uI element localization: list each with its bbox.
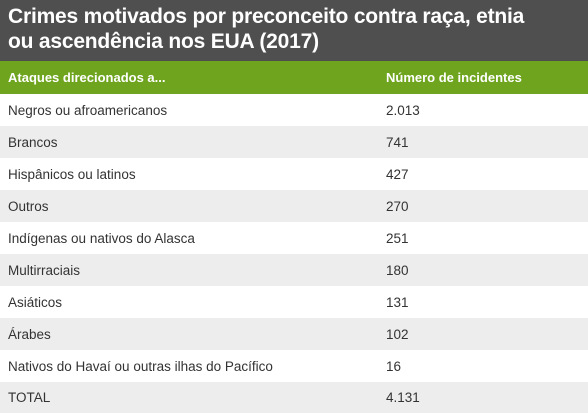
chart-title-line-1: Crimes motivados por preconceito contra … — [8, 5, 525, 28]
row-value: 427 — [386, 166, 409, 182]
table-header-row: Ataques direcionados a... Número de inci… — [0, 61, 588, 94]
total-value: 4.131 — [386, 390, 420, 405]
row-label: Multirraciais — [8, 262, 81, 278]
row-value: 2.013 — [386, 102, 420, 118]
table-row: Indígenas ou nativos do Alasca 251 — [0, 222, 588, 254]
incidents-table: Ataques direcionados a... Número de inci… — [0, 61, 588, 413]
row-value: 251 — [386, 230, 409, 246]
row-value: 102 — [386, 326, 409, 342]
chart-title: Crimes motivados por preconceito contra … — [0, 0, 588, 61]
chart-title-line-2: ou ascendência nos EUA (2017) — [8, 30, 319, 53]
row-label: Hispânicos ou latinos — [8, 166, 136, 182]
table-row: Multirraciais 180 — [0, 254, 588, 286]
table-body: Negros ou afroamericanos 2.013 Brancos 7… — [0, 94, 588, 413]
row-label: Outros — [8, 198, 49, 214]
row-label: Brancos — [8, 134, 58, 150]
table-row: Negros ou afroamericanos 2.013 — [0, 94, 588, 126]
total-row: TOTAL 4.131 — [0, 382, 588, 413]
column-header-incident-count: Número de incidentes — [386, 70, 522, 85]
row-value: 180 — [386, 262, 409, 278]
row-label: Asiáticos — [8, 294, 63, 310]
row-label: Negros ou afroamericanos — [8, 102, 168, 118]
total-label: TOTAL — [8, 390, 51, 405]
table-row: Hispânicos ou latinos 427 — [0, 158, 588, 190]
table-row: Asiáticos 131 — [0, 286, 588, 318]
table-row: Nativos do Havaí ou outras ilhas do Pací… — [0, 350, 588, 382]
table-header: Ataques direcionados a... Número de inci… — [0, 61, 588, 94]
row-value: 270 — [386, 198, 409, 214]
table-row: Árabes 102 — [0, 318, 588, 350]
row-label: Árabes — [8, 326, 51, 342]
row-value: 131 — [386, 294, 409, 310]
row-label: Nativos do Havaí ou outras ilhas do Pací… — [8, 358, 273, 374]
table-row: Brancos 741 — [0, 126, 588, 158]
column-header-target-group: Ataques direcionados a... — [8, 70, 166, 85]
row-value: 16 — [386, 358, 402, 374]
row-label: Indígenas ou nativos do Alasca — [8, 230, 195, 246]
table-row: Outros 270 — [0, 190, 588, 222]
row-value: 741 — [386, 134, 409, 150]
